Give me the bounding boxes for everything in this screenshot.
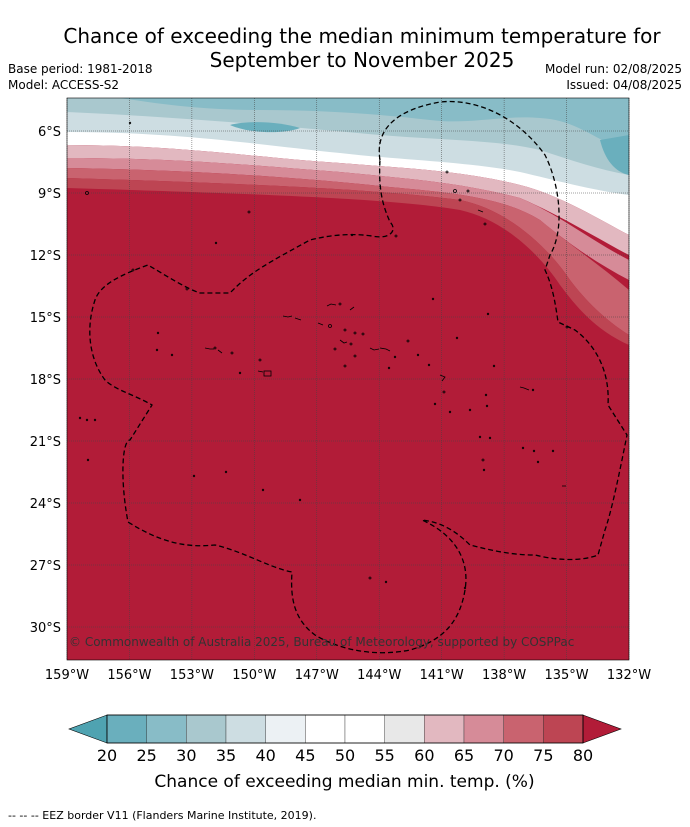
lat-label: 6°S [38, 125, 61, 140]
colorbar-tick-label: 50 [334, 746, 356, 765]
probability-field [67, 98, 629, 660]
lon-label: 156°W [107, 668, 151, 683]
colorbar-tick-label: 30 [176, 746, 197, 765]
eez-dashed-line [89, 100, 628, 654]
lat-label: 27°S [30, 559, 61, 574]
colorbar-tick-label: 40 [255, 746, 276, 765]
lat-label: 15°S [30, 311, 61, 326]
colorbar-tick-label: 35 [215, 746, 237, 765]
lat-label: 24°S [30, 497, 61, 512]
lon-label: 132°W [607, 668, 651, 683]
base-period: Base period: 1981-2018 [8, 62, 153, 76]
colorbar-tick-label: 20 [96, 746, 118, 765]
meta-right: Model run: 02/08/2025 Issued: 04/08/2025 [545, 61, 682, 93]
colorbar-segment [146, 714, 187, 744]
colorbar-segment [424, 714, 465, 744]
eez-border [89, 100, 628, 654]
colorbar-extend-high [582, 714, 622, 744]
map-title: Chance of exceeding the median minimum t… [0, 24, 690, 72]
lat-label: 12°S [30, 249, 61, 264]
colorbar-tick-label: 80 [572, 746, 594, 765]
colorbar-segment [106, 714, 147, 744]
colorbar-tick-label: 45 [295, 746, 316, 765]
colorbar-segment [344, 714, 385, 744]
footer-note: -- -- -- EEZ border V11 (Flanders Marine… [8, 809, 317, 822]
colorbar-title: Chance of exceeding median min. temp. (%… [154, 772, 535, 792]
lon-label: 159°W [45, 668, 89, 683]
band-70 [67, 158, 629, 280]
colorbar-segment [265, 714, 306, 744]
band-65 [67, 145, 629, 255]
lat-label: 30°S [30, 621, 61, 636]
colorbar-tick-label: 75 [533, 746, 554, 765]
lat-label: 9°S [38, 187, 61, 202]
colorbar-segment [503, 714, 544, 744]
title-line-2: September to November 2025 [209, 48, 515, 72]
band-25 [120, 98, 629, 150]
colorbar-segment [463, 714, 504, 744]
band-20a [230, 122, 300, 133]
islands [78, 121, 569, 590]
longitude-labels: 159°W 156°W 153°W 150°W 147°W 144°W 141°W 138°W… [45, 668, 651, 683]
colorbar-extend-low [68, 714, 108, 744]
lon-label: 138°W [482, 668, 526, 683]
colorbar [68, 714, 622, 744]
issued-date: Issued: 04/08/2025 [566, 78, 682, 92]
lon-label: 135°W [544, 668, 588, 683]
meta-left: Base period: 1981-2018 Model: ACCESS-S2 [8, 61, 153, 93]
copyright-text: © Commonwealth of Australia 2025, Bureau… [69, 635, 574, 649]
colorbar-segment [186, 714, 227, 744]
lat-label: 21°S [30, 435, 61, 450]
colorbar-frame [106, 714, 584, 744]
lon-label: 153°W [170, 668, 214, 683]
model-name: Model: ACCESS-S2 [8, 78, 120, 92]
lon-label: 141°W [420, 668, 464, 683]
colorbar-tick-label: 70 [493, 746, 514, 765]
colorbar-tick-label: 25 [136, 746, 157, 765]
title-line-1: Chance of exceeding the median minimum t… [63, 24, 661, 48]
lon-label: 144°W [357, 668, 401, 683]
colorbar-tick-label: 55 [374, 746, 395, 765]
colorbar-segment [384, 714, 425, 744]
colorbar-segment [305, 714, 346, 744]
lon-label: 147°W [295, 668, 339, 683]
lat-label: 18°S [30, 373, 61, 388]
colorbar-tick-label: 60 [414, 746, 435, 765]
band-80 [67, 178, 629, 345]
colorbar-tick-label: 65 [453, 746, 475, 765]
plot-frame [66, 97, 630, 661]
band-20b [600, 135, 629, 175]
latitude-labels: 6°S 9°S 12°S 15°S 18°S 21°S 24°S 27°S 30°S [30, 125, 61, 636]
lon-label: 150°W [232, 668, 276, 683]
colorbar-segment [225, 714, 266, 744]
colorbar-segment [543, 714, 584, 744]
model-run: Model run: 02/08/2025 [544, 62, 682, 76]
